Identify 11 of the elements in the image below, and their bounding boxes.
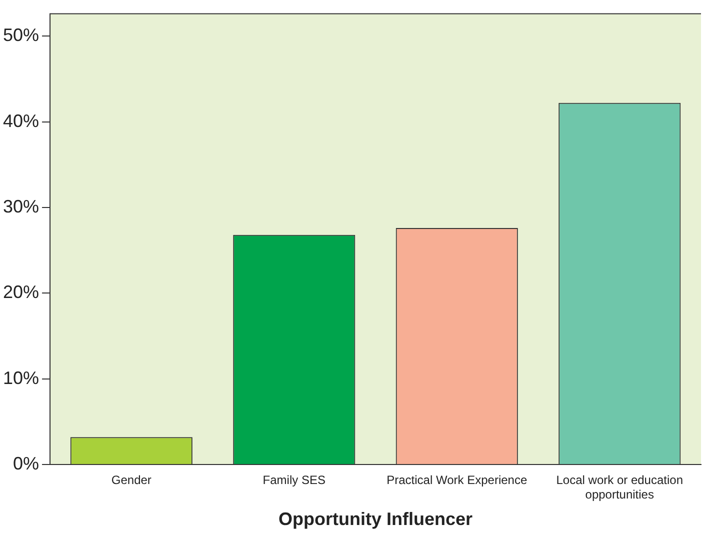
- x-tick-label: Gender: [111, 473, 152, 488]
- x-axis-title: Opportunity Influencer: [278, 509, 473, 530]
- y-tick-label: 20%: [2, 282, 40, 302]
- y-tick-label: 30%: [2, 196, 40, 216]
- x-tick-label: Local work or education opportunities: [556, 473, 684, 502]
- y-tick-label: 10%: [2, 368, 40, 388]
- y-tick-label: 50%: [2, 25, 40, 46]
- x-tick-label: Family SES: [262, 473, 326, 488]
- x-tick-label: Practical Work Experience: [386, 473, 528, 488]
- y-tick-label: 40%: [2, 110, 40, 131]
- y-tick-label: 0%: [13, 454, 40, 474]
